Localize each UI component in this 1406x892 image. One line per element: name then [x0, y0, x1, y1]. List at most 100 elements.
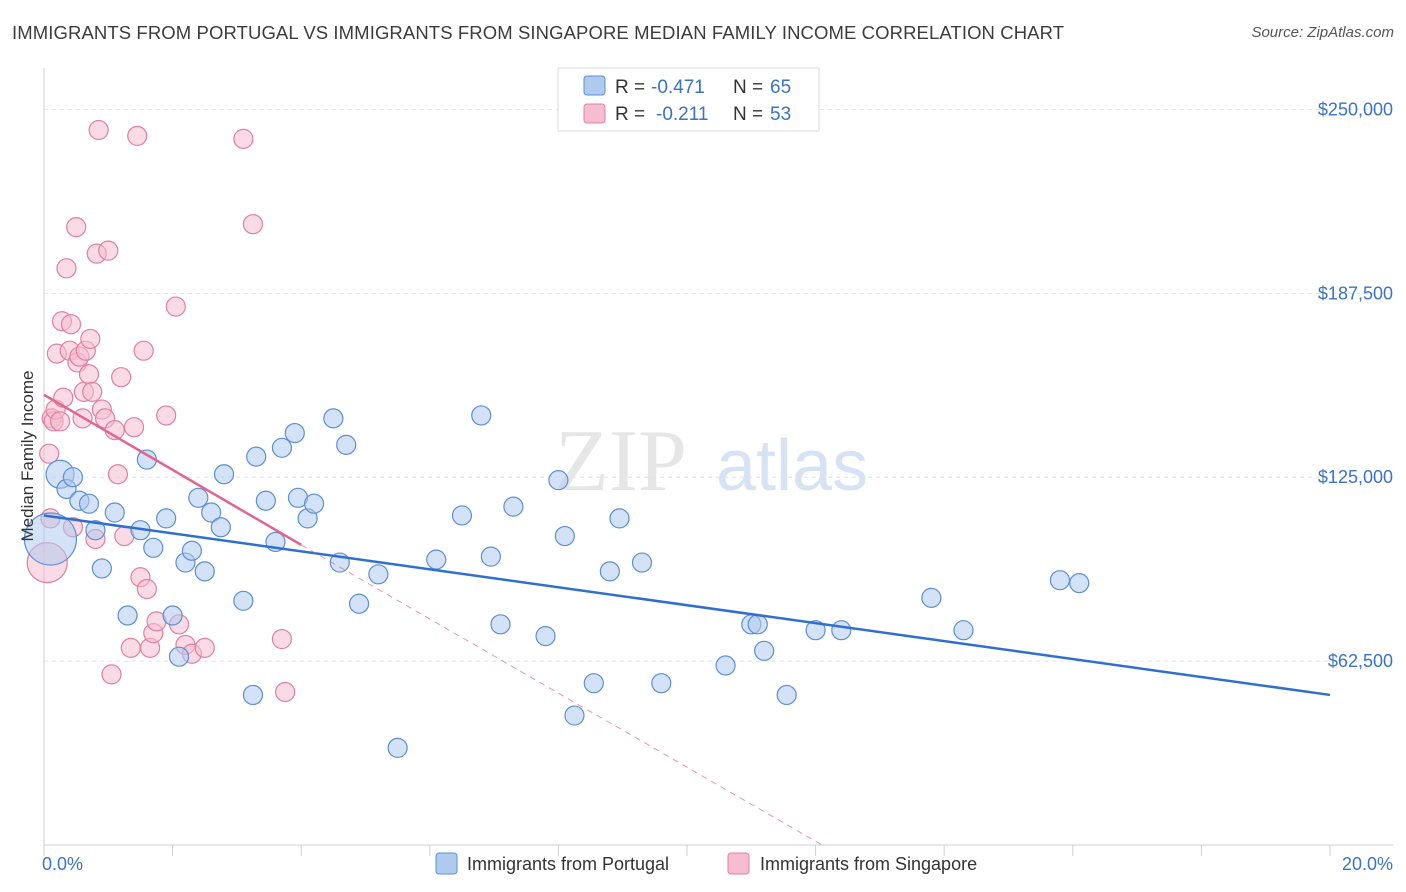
y-axis-label: Median Family Income	[18, 370, 37, 541]
portugal-point	[480, 546, 501, 567]
singapore-point	[127, 125, 148, 147]
singapore-point	[49, 411, 71, 432]
portugal-point	[104, 502, 125, 523]
portugal-point	[503, 496, 524, 517]
trend-lines	[43, 393, 1331, 846]
legend-n-label-singapore: N =	[733, 104, 763, 125]
portugal-point	[303, 493, 325, 514]
portugal-point	[754, 640, 775, 661]
portugal-point	[213, 464, 235, 485]
singapore-point	[194, 637, 215, 658]
portugal-point	[490, 614, 511, 635]
portugal-point	[651, 673, 672, 694]
portugal-point	[599, 561, 620, 582]
portugal-point	[336, 434, 357, 455]
chart-title: IMMIGRANTS FROM PORTUGAL VS IMMIGRANTS F…	[12, 22, 1065, 43]
singapore-trend-extension	[300, 544, 823, 846]
portugal-point	[194, 561, 215, 582]
singapore-point	[123, 417, 145, 438]
singapore-point	[165, 296, 186, 317]
portugal-point	[23, 512, 78, 566]
portugal-point	[143, 537, 164, 558]
singapore-point	[271, 628, 293, 650]
portugal-point	[747, 614, 768, 635]
legend-r-value-portugal: -0.471	[651, 77, 705, 98]
portugal-point	[805, 620, 826, 641]
portugal-point	[156, 508, 177, 529]
singapore-point	[233, 128, 254, 149]
bottom-legend-label-portugal: Immigrants from Portugal	[467, 854, 669, 874]
portugal-point	[471, 405, 492, 426]
singapore-point	[156, 405, 177, 426]
singapore-point	[133, 340, 154, 361]
portugal-point	[921, 587, 942, 608]
singapore-point	[275, 681, 296, 703]
legend-n-label-portugal: N =	[733, 77, 763, 98]
portugal-point	[387, 737, 408, 759]
portugal-point	[776, 684, 797, 706]
singapore-point	[101, 664, 122, 685]
portugal-point	[348, 593, 370, 614]
portugal-point	[85, 520, 106, 541]
y-tick-label: $187,500	[1318, 283, 1393, 303]
singapore-point	[88, 119, 109, 141]
singapore-point	[136, 578, 157, 600]
portugal-point	[368, 564, 389, 585]
y-tick-label: $125,000	[1318, 467, 1393, 487]
portugal-point	[953, 620, 974, 641]
portugal-point	[271, 437, 293, 458]
portugal-trend-line	[43, 514, 1331, 697]
singapore-point	[82, 381, 103, 402]
chart-source: Source: ZipAtlas.com	[1251, 24, 1394, 41]
portugal-point	[242, 684, 264, 706]
series-legend: Immigrants from Portugal Immigrants from…	[435, 852, 977, 875]
watermark: ZIP atlas	[555, 413, 868, 510]
portugal-point	[78, 493, 100, 514]
y-tick-labels: $62,500 $125,000 $187,500 $250,000	[1318, 99, 1393, 671]
y-tick-label: $62,500	[1328, 651, 1393, 671]
singapore-point	[66, 217, 87, 238]
portugal-point	[609, 508, 630, 529]
portugal-point	[62, 467, 84, 488]
singapore-point	[98, 240, 119, 261]
legend-r-label-portugal: R =	[615, 77, 645, 98]
portugal-point	[91, 558, 112, 579]
portugal-point	[564, 705, 585, 726]
portugal-point	[831, 620, 852, 641]
portugal-point	[554, 525, 575, 547]
bottom-legend-swatch-singapore	[727, 852, 750, 875]
legend-swatch-portugal	[583, 75, 606, 96]
singapore-point	[120, 637, 141, 658]
portugal-point	[535, 625, 556, 647]
singapore-point	[242, 214, 264, 235]
x-tick-label-max: 20.0%	[1342, 854, 1393, 874]
portugal-point	[426, 549, 447, 570]
series-singapore-points	[26, 119, 296, 703]
portugal-point	[323, 408, 344, 429]
singapore-point	[53, 387, 74, 408]
portugal-point	[181, 540, 202, 561]
portugal-point	[255, 490, 276, 511]
legend-n-value-singapore: 53	[770, 104, 791, 125]
bottom-legend-label-singapore: Immigrants from Singapore	[760, 854, 977, 874]
x-tick-label-min: 0.0%	[42, 854, 83, 874]
portugal-point	[246, 446, 267, 467]
portugal-point	[168, 646, 190, 667]
portugal-point	[117, 605, 138, 626]
portugal-point	[631, 552, 653, 573]
portugal-point	[1069, 573, 1090, 594]
series-portugal-points	[23, 405, 1090, 759]
y-tick-label: $250,000	[1318, 99, 1393, 119]
portugal-point	[284, 422, 305, 444]
legend-swatch-singapore	[583, 103, 606, 124]
singapore-point	[60, 314, 82, 335]
singapore-trend-line	[43, 393, 302, 546]
singapore-point	[56, 258, 77, 279]
grid-lines	[44, 108, 1393, 662]
legend-r-value-singapore: -0.211	[656, 104, 708, 125]
portugal-point	[548, 470, 569, 491]
portugal-point	[162, 605, 183, 626]
portugal-point	[210, 517, 231, 538]
singapore-point	[111, 367, 132, 388]
